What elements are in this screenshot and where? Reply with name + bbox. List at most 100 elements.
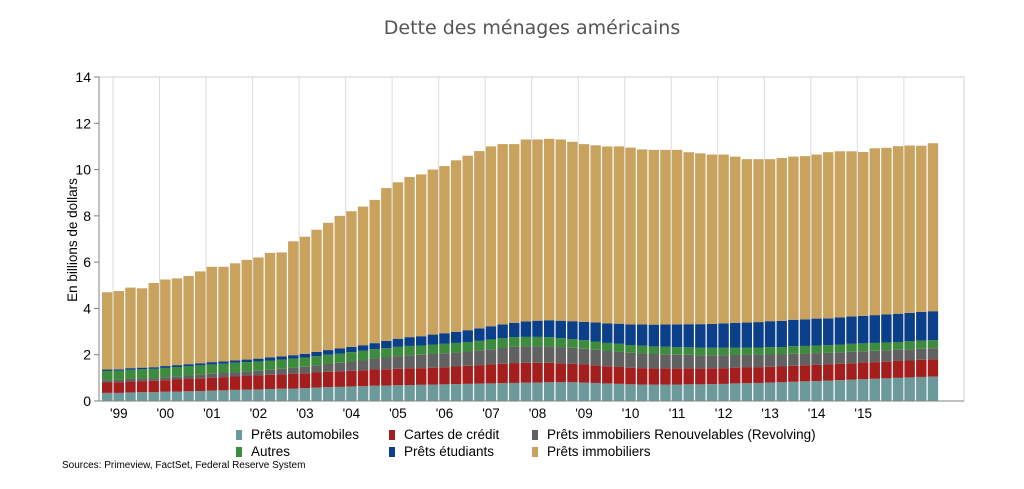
bar-segment [276,374,287,389]
legend-swatch [532,446,538,457]
bar-segment [718,347,729,356]
bar-segment [183,379,194,392]
bar-segment [532,346,543,363]
bar-segment [823,352,834,365]
bar-segment [916,359,927,377]
bar-segment [218,390,229,401]
bar-segment [602,366,613,384]
bar-segment [113,291,125,370]
bar-segment [543,337,555,347]
bar-segment [509,363,520,383]
bar-segment [625,352,636,368]
bar-segment [311,351,322,357]
bar-segment [904,341,915,350]
bar-segment [183,276,194,365]
bar-segment [881,378,892,401]
bar-segment [741,347,753,355]
bar-segment [229,376,241,390]
bar-segment [497,383,508,401]
bar-segment [892,146,904,314]
bar-segment [764,366,776,383]
bar-segment [241,362,252,372]
bar-segment [520,321,532,337]
bar-segment [730,354,741,368]
bar-segment [206,373,218,378]
bar-segment [648,384,660,401]
bar-segment [253,257,264,359]
bar-segment [590,145,601,323]
bar-segment [218,373,229,378]
bar-segment [462,341,473,352]
legend-label: Prêts automobiles [251,427,360,442]
bar-segment [834,352,846,364]
bar-segment [543,320,555,338]
bar-segment [439,333,450,344]
bar-segment [334,371,345,387]
bar-segment [857,315,869,344]
bar-segment [485,349,497,365]
bar-segment [520,139,532,322]
bar-segment [706,323,718,348]
bar-segment [183,364,194,367]
bar-segment [241,259,252,360]
bar-segment [404,368,415,386]
bar-segment [543,382,555,401]
bar-segment [113,370,125,380]
bar-segment [416,336,427,346]
bar-segment [474,350,485,366]
bar-segment [334,353,345,363]
bar-segment [788,353,799,366]
bar-segment [392,338,404,347]
bar-segment [811,353,822,365]
bar-segment [253,370,264,376]
bar-segment [439,343,450,354]
x-tick-label: '11 [669,406,686,421]
bar-segment [206,390,218,401]
bar-segment [520,336,532,347]
bar-segment [695,384,706,401]
legend-swatch [389,446,395,457]
bar-segment [776,354,787,367]
bar-segment [636,368,648,385]
bar-segment [195,374,206,379]
bar-segment [613,366,625,384]
bar-segment [474,340,485,351]
bar-segment [892,349,904,361]
bar-segment [346,370,357,387]
bar-segment [695,368,706,385]
bar-segment [602,323,613,343]
bar-segment [346,386,357,401]
bar-segment [590,322,601,342]
bar-segment [509,346,520,364]
bar-segment [741,322,753,348]
bar-segment [229,389,241,401]
bar-segment [299,357,311,367]
bar-segment [753,354,764,368]
bar-segment [229,362,241,373]
y-tick-label: 14 [75,69,91,85]
bar-segment [171,278,183,366]
bar-segment [357,345,369,351]
bar-segment [683,152,694,325]
bar-segment [416,368,427,385]
bar-segment [322,354,334,364]
bar-segment [206,364,218,374]
legend-label: Prêts immobiliers [547,444,651,459]
bar-segment [706,355,718,369]
bar-segment [416,354,427,369]
bar-segment [857,362,869,380]
bar-segment [555,139,566,321]
bar-segment [171,365,183,367]
x-tick-label: '02 [250,406,268,421]
bar-segment [904,360,915,378]
legend-swatch [532,429,538,440]
bar-segment [811,381,822,401]
bar-segment [695,355,706,369]
bar-segment [264,360,276,370]
legend-item: Prêts étudiants [389,444,494,459]
bar-segment [578,364,590,383]
bar-segment [764,159,776,322]
bar-segment [369,385,380,401]
bar-segment [671,347,683,355]
bar-segment [416,384,427,401]
